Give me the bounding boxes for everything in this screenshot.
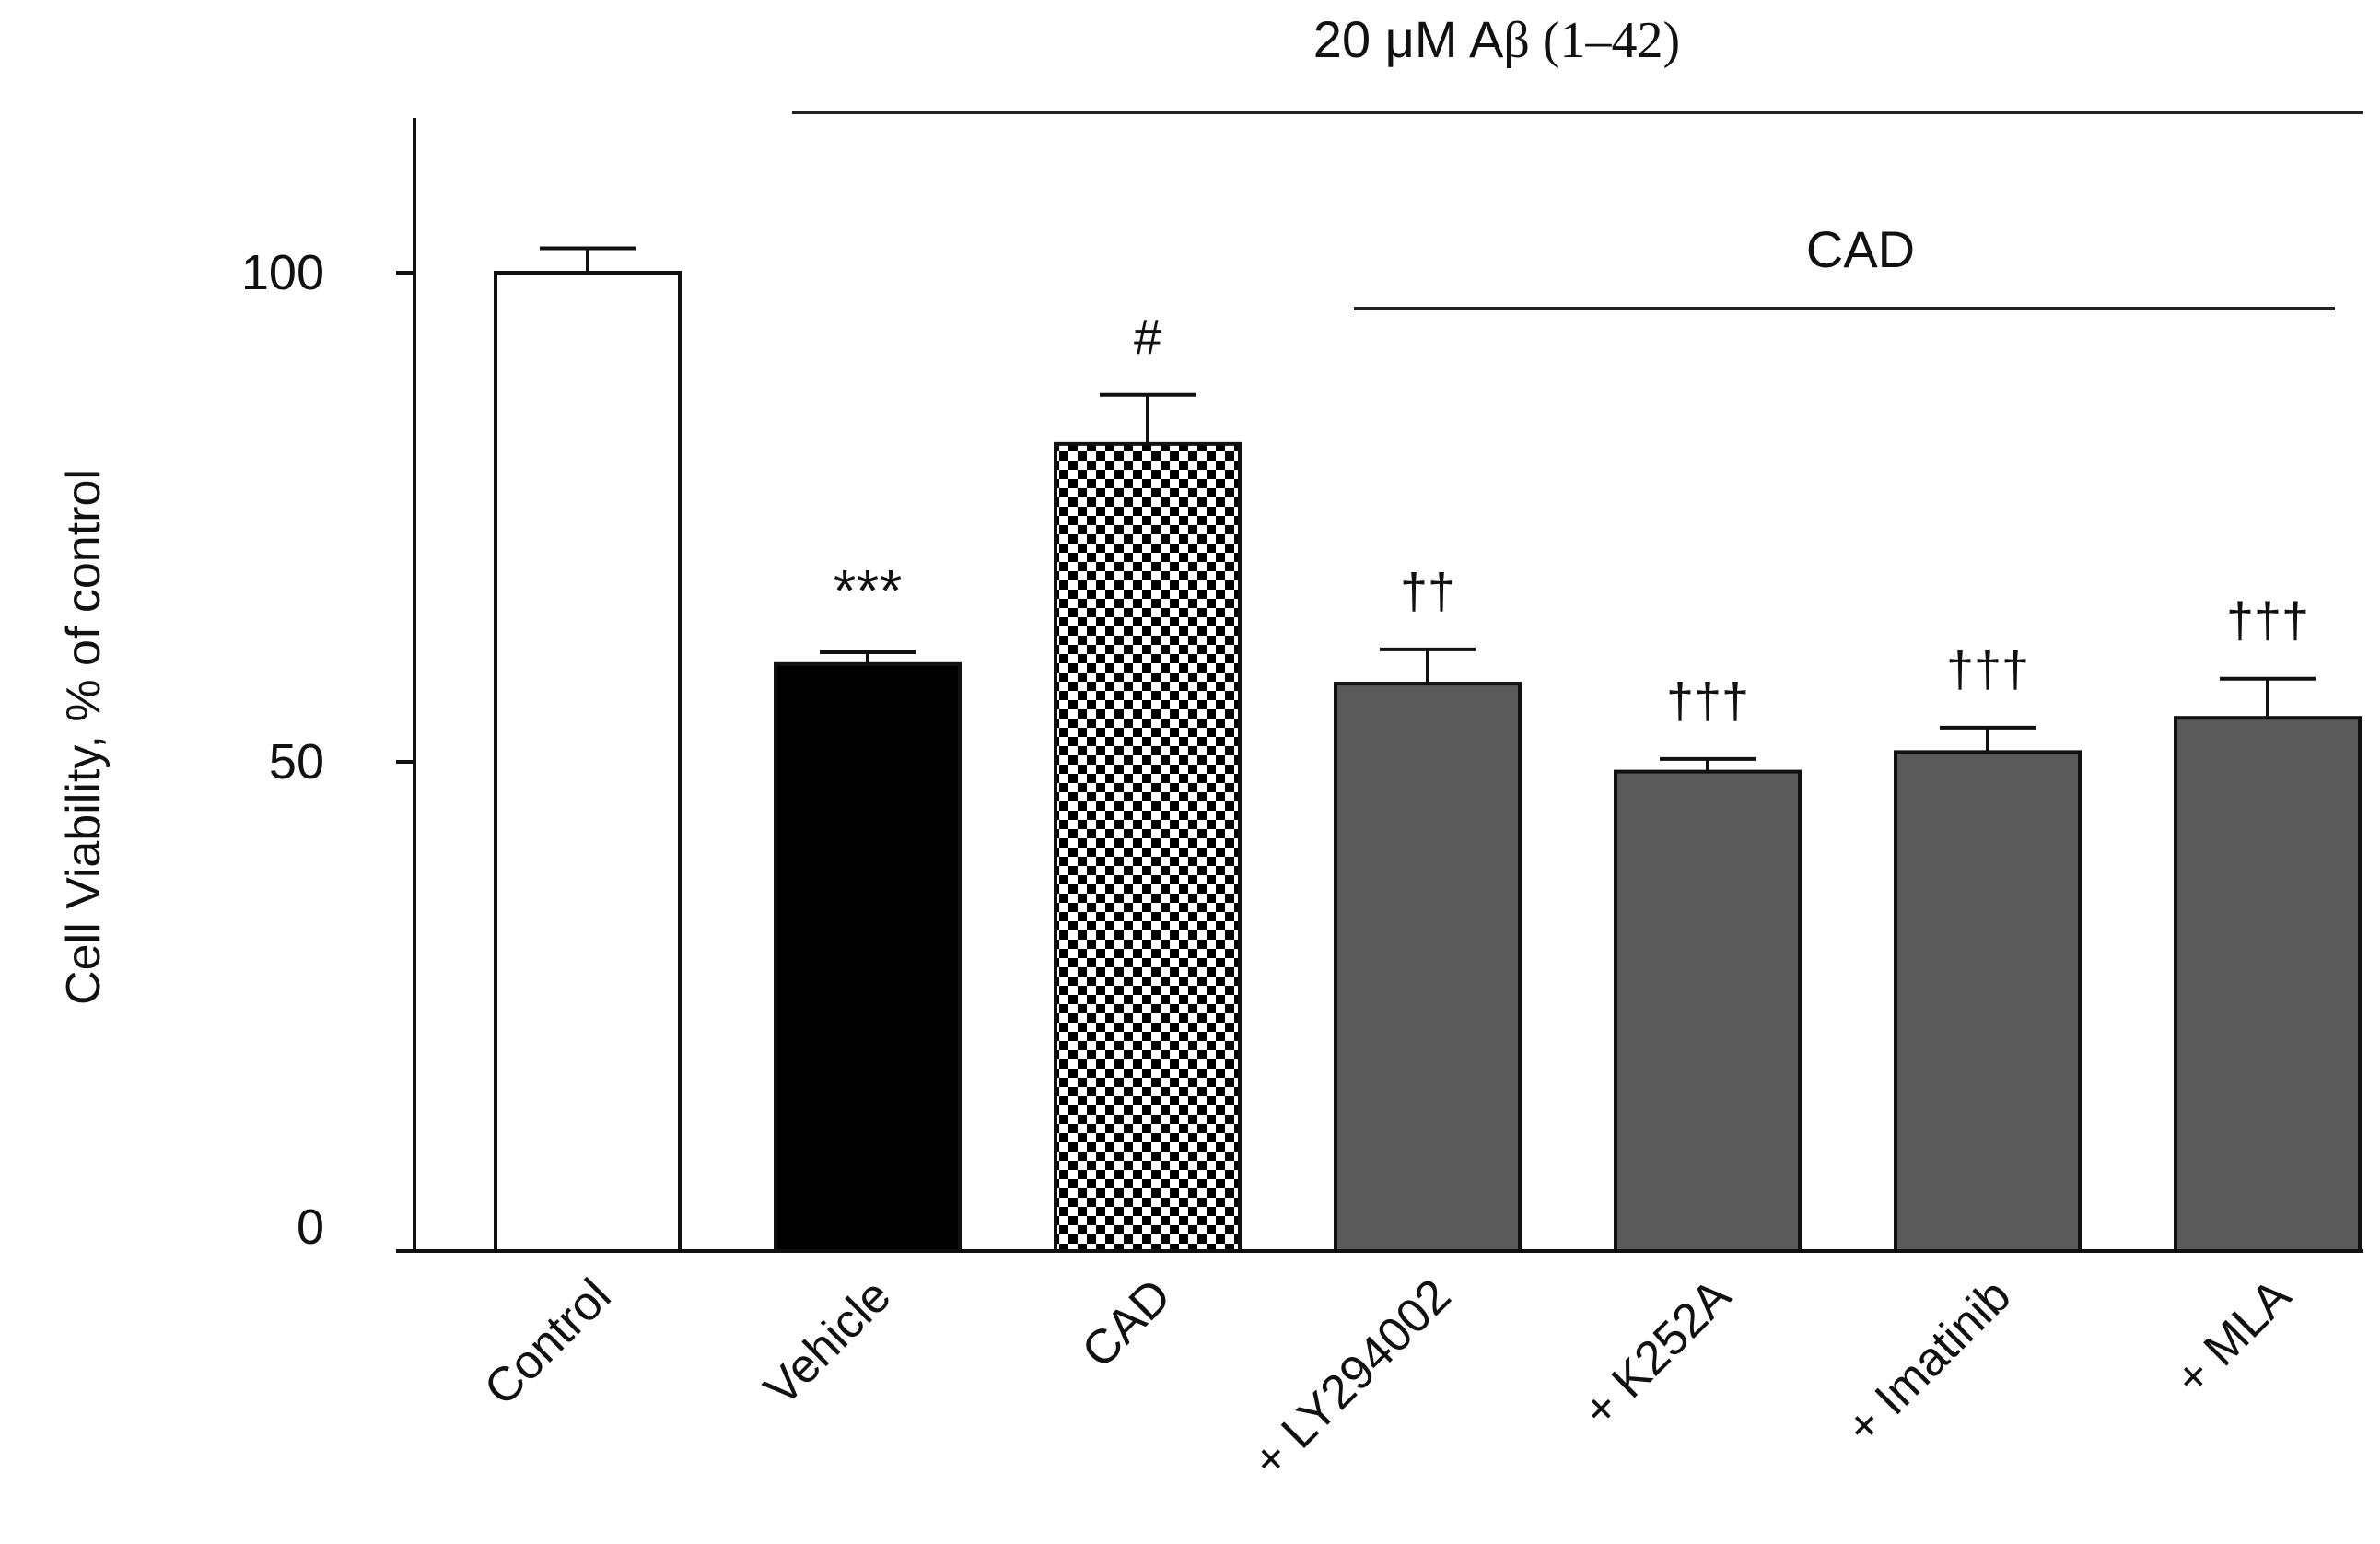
- bar: [1334, 682, 1522, 1253]
- y-tick-label: 0: [297, 1199, 324, 1255]
- bar: [774, 661, 962, 1253]
- x-tick-label: Control: [474, 1269, 622, 1416]
- cad-bracket-label: CAD: [1806, 220, 1915, 278]
- significance-mark: †††: [1946, 642, 2029, 697]
- significance-mark: #: [1134, 310, 1161, 365]
- x-tick-label: Vehicle: [754, 1269, 902, 1416]
- cad-bracket: CAD: [1354, 220, 2335, 310]
- significance-mark: †††: [1666, 673, 1749, 729]
- x-tick-label: + LY294002: [1242, 1269, 1462, 1488]
- bar: [2174, 716, 2362, 1253]
- significance-mark: ††: [1400, 564, 1455, 619]
- y-tick-label: 100: [241, 245, 324, 300]
- x-tick-label: CAD: [1072, 1269, 1182, 1378]
- bar: [1614, 769, 1802, 1253]
- x-tick-label: + MLA: [2164, 1269, 2302, 1406]
- significance-mark: ***: [834, 557, 903, 624]
- y-tick-label: 50: [269, 734, 324, 790]
- bar: [1054, 441, 1242, 1254]
- x-tick-label: + Imatinib: [1836, 1269, 2021, 1454]
- bar: [494, 271, 682, 1253]
- y-axis: 0 50 100 Cell Viability, % of control: [57, 118, 416, 1255]
- bar: [1894, 750, 2082, 1253]
- x-tick-label: + K252A: [1572, 1269, 1741, 1437]
- abeta-bracket-label: 20 μM Aβ (1–42): [1313, 10, 1680, 69]
- abeta-bracket: 20 μM Aβ (1–42): [792, 10, 2362, 114]
- y-axis-label: Cell Viability, % of control: [57, 469, 111, 1005]
- significance-mark: †††: [2226, 593, 2309, 649]
